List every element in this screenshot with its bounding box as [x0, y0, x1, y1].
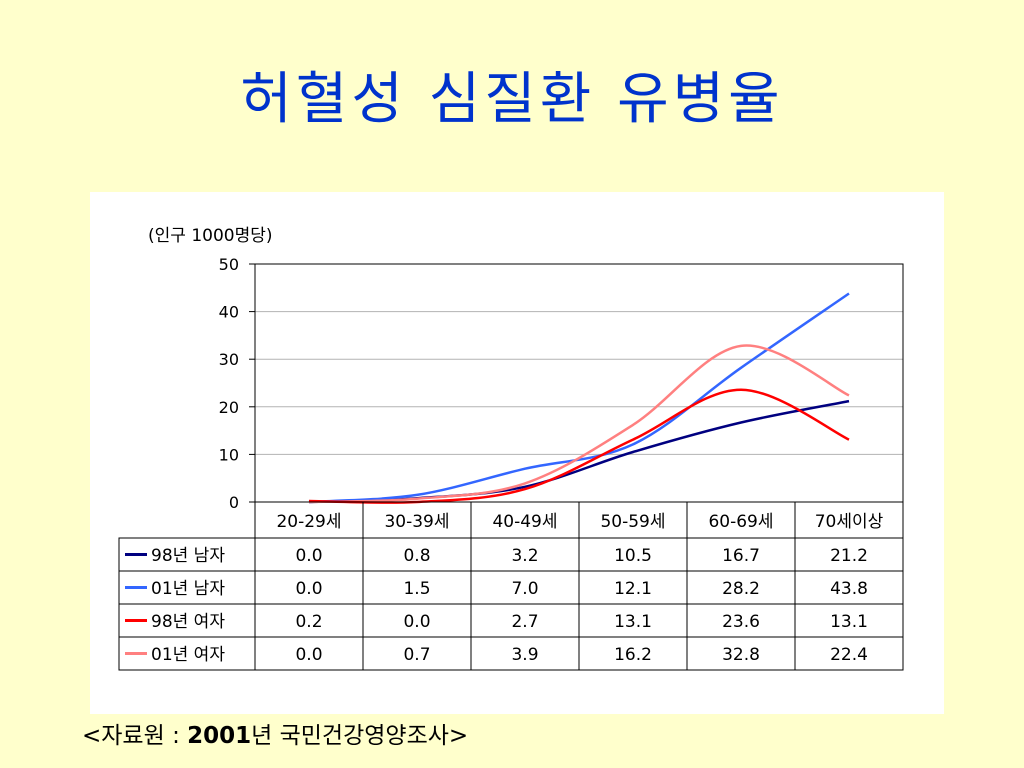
data-cell: 2.7 — [511, 612, 538, 632]
data-cell: 23.6 — [722, 612, 760, 632]
data-cell: 3.2 — [511, 546, 538, 566]
category-label: 60-69세 — [708, 512, 773, 532]
data-cell: 1.5 — [403, 579, 430, 599]
data-cell: 16.2 — [614, 645, 652, 665]
y-tick-label: 30 — [219, 350, 239, 369]
data-cell: 0.8 — [403, 546, 430, 566]
series-line-4 — [308, 344, 850, 504]
legend-label: 98년 남자 — [151, 546, 225, 566]
legend-label: 01년 여자 — [151, 645, 225, 665]
category-label: 20-29세 — [276, 512, 341, 532]
data-cell: 0.0 — [295, 546, 322, 566]
source-note: <자료원 : 2001년 국민건강영양조사> — [82, 716, 468, 750]
legend-label: 01년 남자 — [151, 579, 225, 599]
y-tick-label: 20 — [219, 398, 239, 417]
data-cell: 43.8 — [830, 579, 868, 599]
series-line-1 — [308, 399, 850, 504]
source-year: 2001 — [187, 723, 252, 749]
y-tick-label: 40 — [219, 303, 239, 322]
category-label: 70세이상 — [815, 512, 884, 532]
source-suffix: 년 국민건강영양조사> — [251, 723, 469, 749]
unit-label: (인구 1000명당) — [148, 226, 273, 246]
category-label: 50-59세 — [600, 512, 665, 532]
data-cell: 16.7 — [722, 546, 760, 566]
data-cell: 0.0 — [295, 579, 322, 599]
data-cell: 13.1 — [830, 612, 868, 632]
data-cell: 28.2 — [722, 579, 760, 599]
data-cell: 7.0 — [511, 579, 538, 599]
chart-panel: (인구 1000명당) 0 10 20 30 40 50 20-29세 30-39세 40-4… — [90, 192, 944, 714]
category-label: 30-39세 — [384, 512, 449, 532]
legend-label: 98년 여자 — [151, 612, 225, 632]
data-cell: 0.0 — [403, 612, 430, 632]
data-cell: 10.5 — [614, 546, 652, 566]
y-tick-label: 0 — [229, 493, 239, 512]
data-cell: 22.4 — [830, 645, 868, 665]
data-cell: 32.8 — [722, 645, 760, 665]
y-tick-label: 50 — [219, 255, 239, 274]
data-cell: 13.1 — [614, 612, 652, 632]
category-label: 40-49세 — [492, 512, 557, 532]
y-tick-label: 10 — [219, 445, 239, 464]
source-prefix: <자료원 : — [82, 723, 188, 749]
data-cell: 21.2 — [830, 546, 868, 566]
line-chart: (인구 1000명당) 0 10 20 30 40 50 20-29세 30-39세 40-4… — [118, 226, 904, 671]
series-line-2 — [308, 292, 850, 504]
data-cell: 0.2 — [295, 612, 322, 632]
slide-title: 허혈성 심질환 유병율 — [240, 67, 784, 132]
data-cell: 0.7 — [403, 645, 430, 665]
data-cell: 0.0 — [295, 645, 322, 665]
table-row — [118, 636, 904, 671]
data-cell: 12.1 — [614, 579, 652, 599]
data-cell: 3.9 — [511, 645, 538, 665]
